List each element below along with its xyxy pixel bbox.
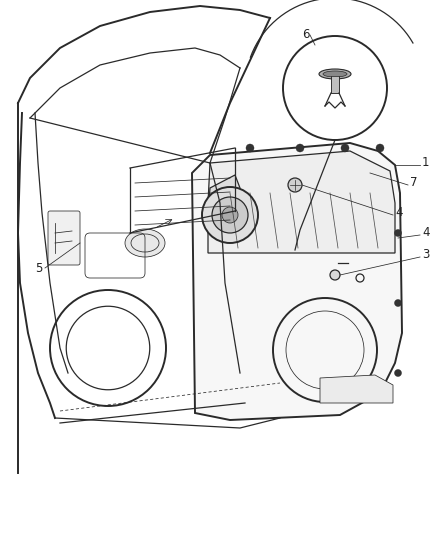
Text: 4: 4 bbox=[395, 206, 403, 220]
Polygon shape bbox=[208, 151, 395, 253]
Circle shape bbox=[395, 369, 402, 376]
Polygon shape bbox=[208, 175, 240, 225]
Text: 5: 5 bbox=[35, 262, 42, 274]
Circle shape bbox=[202, 187, 258, 243]
Circle shape bbox=[288, 178, 302, 192]
Ellipse shape bbox=[319, 69, 351, 79]
Circle shape bbox=[222, 207, 238, 223]
Text: 4: 4 bbox=[422, 227, 430, 239]
Text: 3: 3 bbox=[422, 248, 429, 262]
Text: 1: 1 bbox=[422, 157, 430, 169]
Circle shape bbox=[212, 197, 248, 233]
Text: 6: 6 bbox=[302, 28, 310, 41]
Circle shape bbox=[296, 144, 304, 152]
Circle shape bbox=[341, 144, 349, 152]
FancyBboxPatch shape bbox=[48, 211, 80, 265]
Polygon shape bbox=[192, 143, 402, 420]
Circle shape bbox=[246, 144, 254, 152]
Circle shape bbox=[376, 144, 384, 152]
Circle shape bbox=[395, 230, 402, 237]
Text: 7: 7 bbox=[410, 176, 417, 190]
Circle shape bbox=[330, 270, 340, 280]
Circle shape bbox=[395, 300, 402, 306]
Ellipse shape bbox=[125, 229, 165, 257]
Circle shape bbox=[283, 36, 387, 140]
Bar bbox=[331, 76, 339, 93]
Polygon shape bbox=[320, 375, 393, 403]
Ellipse shape bbox=[323, 71, 347, 77]
